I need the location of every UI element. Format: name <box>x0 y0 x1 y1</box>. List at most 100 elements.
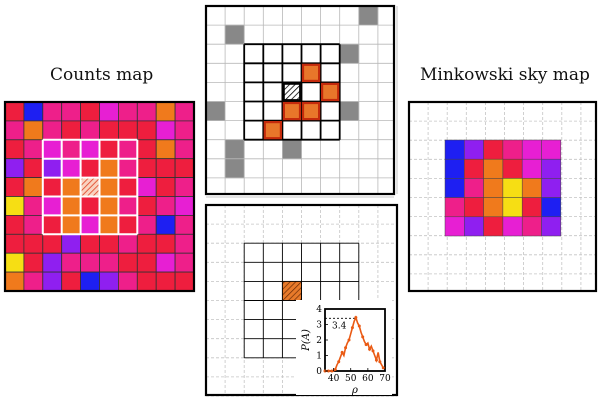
counts-map-cell <box>99 214 119 235</box>
counts-map-cell <box>155 214 176 235</box>
counts-map-cell <box>136 233 157 254</box>
counts-map-cell <box>174 120 195 141</box>
counts-map-cell <box>23 101 44 122</box>
minkowski-cell <box>541 216 562 237</box>
gray-pixel <box>224 24 245 45</box>
counts-map-cell <box>61 196 82 216</box>
counts-map-cell <box>174 158 195 178</box>
counts-map-title: Counts map <box>50 65 154 85</box>
counts-map-cell <box>80 120 100 141</box>
counts-map-cell <box>99 196 119 216</box>
counts-map-cell <box>99 158 119 178</box>
counts-map-cell <box>174 101 195 122</box>
inset-y-tick-label: 3 <box>316 321 322 331</box>
minkowski-cell <box>502 216 523 237</box>
minkowski-cell <box>502 158 523 179</box>
gray-pixel <box>339 43 360 64</box>
center-pixel-hatched <box>281 280 302 301</box>
selected-pixel <box>301 101 321 121</box>
counts-map-cell <box>42 214 63 235</box>
counts-map-cell <box>4 214 25 235</box>
counts-map-cell <box>118 214 138 235</box>
counts-map-cell <box>174 214 195 235</box>
counts-map-cell <box>4 101 25 122</box>
gray-pixel <box>224 158 245 179</box>
counts-map-cell <box>136 101 157 122</box>
counts-map-cell <box>23 177 44 197</box>
minkowski-cell <box>444 216 465 237</box>
inset-data-point <box>340 350 344 354</box>
inset-data-point <box>357 324 361 328</box>
counts-map-cell <box>118 177 138 197</box>
inset-data-point <box>344 346 348 350</box>
counts-map-cell <box>80 139 100 160</box>
inset-data-point <box>381 366 385 370</box>
counts-map-cell <box>61 214 82 235</box>
counts-map-cell <box>118 252 138 273</box>
counts-map <box>3 100 196 293</box>
counts-map-cell <box>61 177 82 197</box>
minkowski-cell <box>541 178 562 198</box>
counts-map-cell <box>61 252 82 273</box>
counts-map-cell <box>99 233 119 254</box>
counts-map-cell <box>118 196 138 216</box>
minkowski-cell <box>483 139 504 160</box>
counts-map-cell <box>42 158 63 178</box>
gray-pixel <box>224 139 245 160</box>
minkowski-cell <box>541 197 562 218</box>
counts-map-cell <box>4 233 25 254</box>
counts-map-cell <box>4 271 25 292</box>
inset-data-point <box>364 343 368 347</box>
counts-map-cell <box>155 196 176 216</box>
inset-x-tick-label: 70 <box>379 374 391 384</box>
inset-data-point <box>378 360 382 364</box>
counts-map-cell <box>155 158 176 178</box>
minkowski-cell <box>464 139 484 160</box>
minkowski-cell <box>483 216 504 237</box>
counts-map-cell <box>99 271 119 292</box>
inset-data-point <box>354 316 358 320</box>
counts-map-cell <box>80 233 100 254</box>
counts-map-cell <box>23 120 44 141</box>
counts-map-cell <box>155 120 176 141</box>
counts-map-cell <box>155 233 176 254</box>
counts-map-cell <box>23 214 44 235</box>
inset-data-point <box>337 360 341 364</box>
inset-data-point <box>333 367 337 371</box>
inset-y-tick-label: 0 <box>316 367 322 377</box>
minkowski-cell <box>464 197 484 218</box>
counts-map-cell <box>42 101 63 122</box>
minkowski-cell <box>464 216 484 237</box>
minkowski-cell <box>541 158 562 179</box>
minkowski-cell <box>444 158 465 179</box>
counts-map-cell <box>136 196 157 216</box>
inset-data-point <box>371 349 375 353</box>
counts-map-cell <box>155 252 176 273</box>
minkowski-cell <box>483 178 504 198</box>
selected-pixel <box>321 82 340 102</box>
counts-map-cell <box>174 252 195 273</box>
gray-pixel <box>358 5 379 26</box>
counts-map-cell <box>155 177 176 197</box>
inset-data-point <box>374 358 378 362</box>
inset-y-tick-label: 1 <box>316 352 322 362</box>
counts-map-cell <box>174 139 195 160</box>
center-pixel-hatched <box>282 83 301 101</box>
counts-map-cell <box>23 158 44 178</box>
counts-map-cell <box>61 158 82 178</box>
minkowski-sky-map <box>407 100 598 293</box>
counts-map-cell <box>118 158 138 178</box>
counts-map-cell <box>136 158 157 178</box>
counts-map-cell <box>4 252 25 273</box>
minkowski-cell <box>444 139 465 160</box>
minkowski-cell <box>483 197 504 218</box>
inset-data-point <box>330 369 334 373</box>
counts-map-cell <box>80 271 100 292</box>
counts-map-cell <box>155 139 176 160</box>
inset-x-tick-label: 60 <box>362 374 374 384</box>
inset-x-tick-label: 40 <box>328 374 340 384</box>
inset-data-point <box>347 338 351 342</box>
counts-map-cell <box>42 271 63 292</box>
counts-map-cell <box>42 233 63 254</box>
